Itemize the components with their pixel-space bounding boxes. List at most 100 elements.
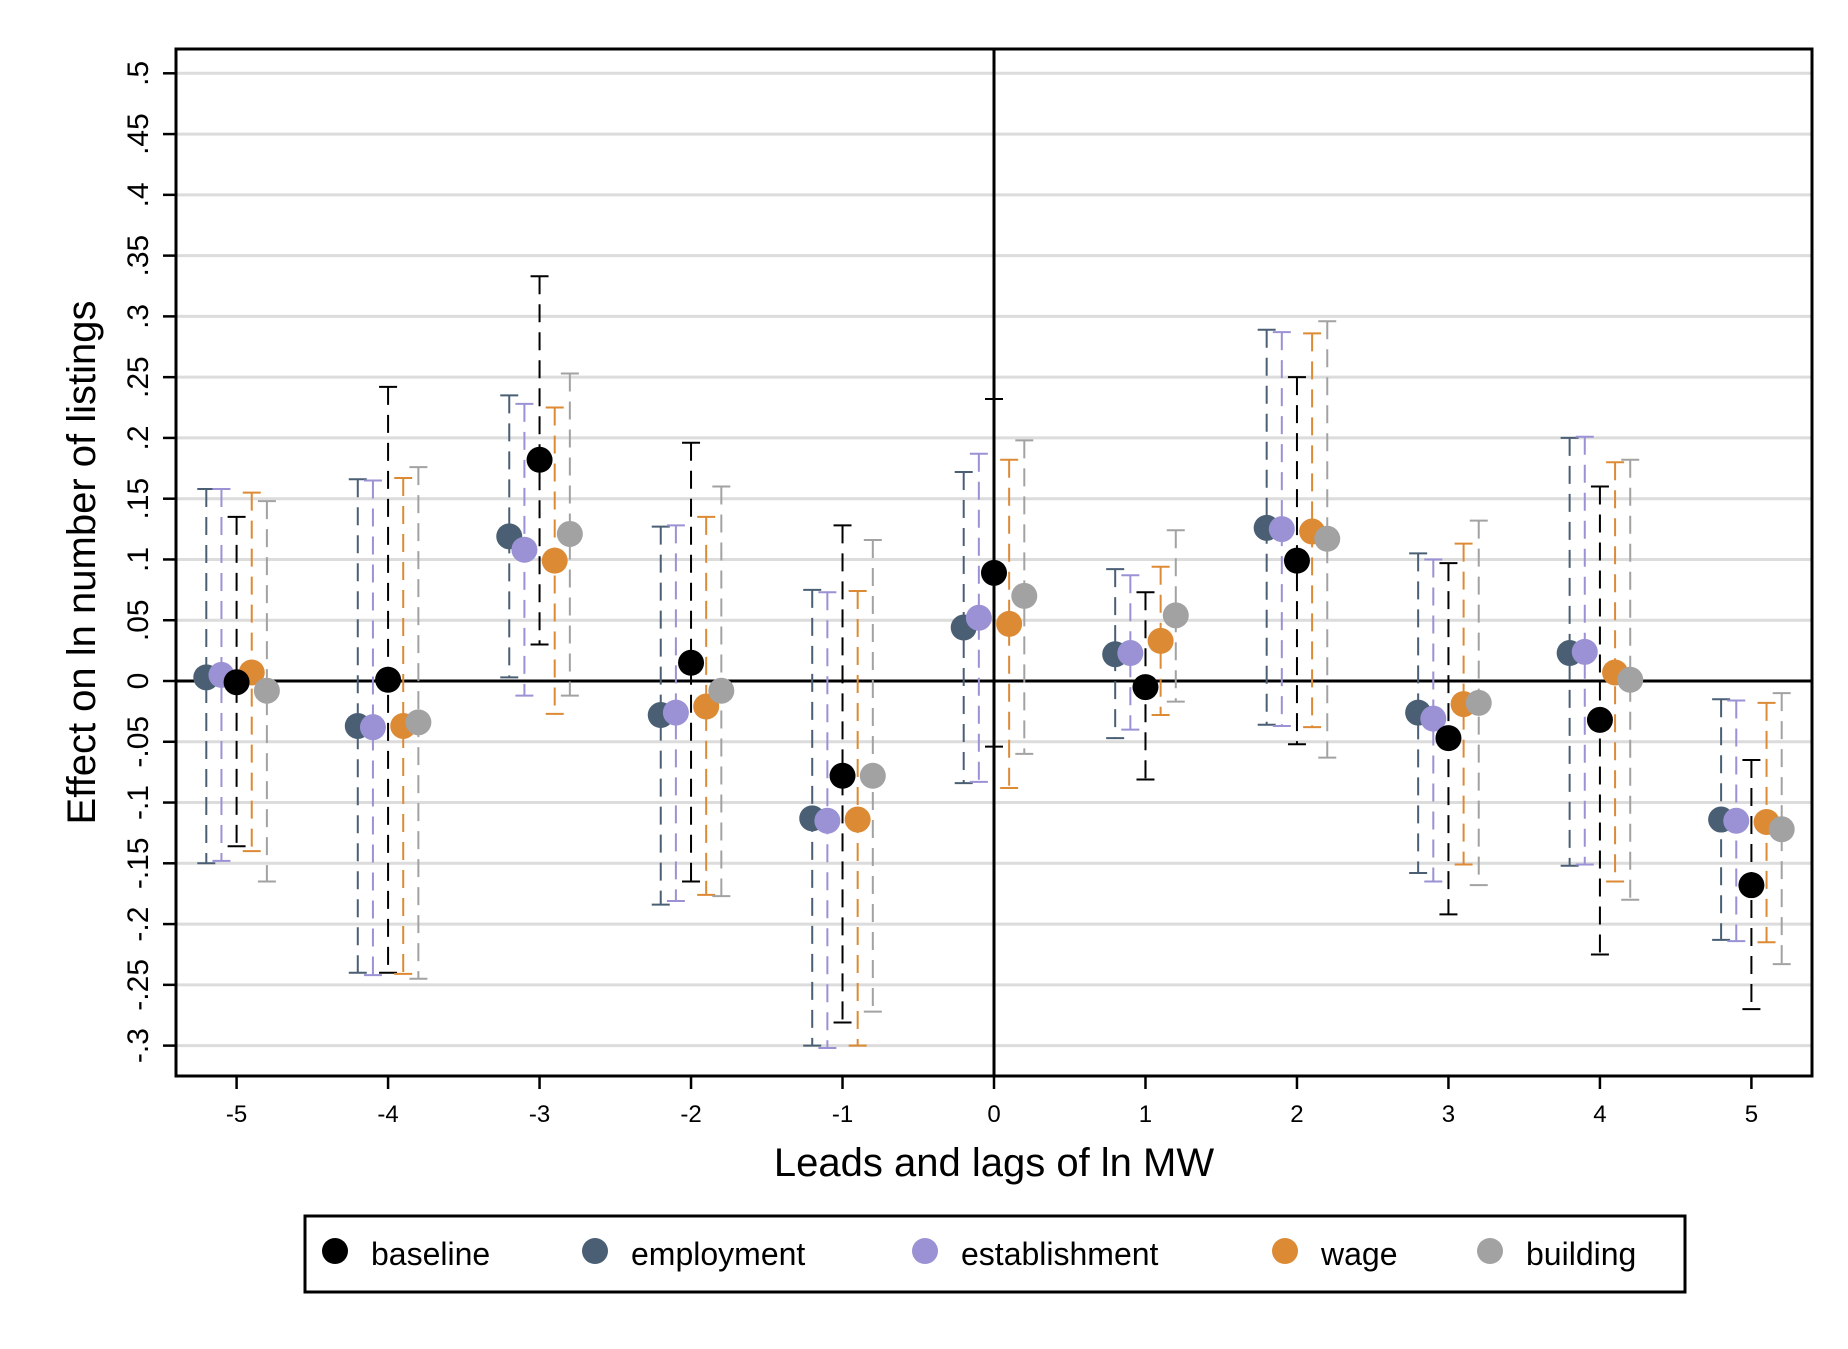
ci-wage <box>697 515 716 896</box>
point-establishment <box>1117 640 1144 667</box>
legend-marker <box>582 1238 608 1264</box>
point-baseline <box>1738 872 1765 899</box>
x-tick-label: 2 <box>1290 1101 1303 1128</box>
legend-marker <box>912 1238 938 1264</box>
y-tick-label: .5 <box>122 61 155 86</box>
ci-wage <box>394 477 413 975</box>
ci-building <box>257 500 276 883</box>
point-baseline <box>1435 725 1462 752</box>
point-building <box>253 677 280 704</box>
ci-wage <box>1000 458 1019 789</box>
point-establishment <box>1268 516 1295 543</box>
plot-frame <box>174 47 1814 1078</box>
point-establishment <box>359 714 386 741</box>
y-tick-label: -.05 <box>122 716 155 768</box>
ci-building <box>1772 692 1791 966</box>
point-building <box>1465 689 1492 716</box>
x-tick-label: 1 <box>1139 1101 1152 1128</box>
point-baseline <box>829 762 856 789</box>
point-establishment <box>1723 807 1750 834</box>
legend-item-building: building <box>1477 1236 1636 1272</box>
y-tick-label: .4 <box>122 182 155 207</box>
y-tick-label: .45 <box>122 113 155 155</box>
y-tick-label: 0 <box>122 673 155 690</box>
point-building <box>708 677 735 704</box>
y-tick-label: .15 <box>122 478 155 520</box>
point-baseline <box>1132 674 1159 701</box>
ci-establishment <box>666 524 685 902</box>
ci-baseline <box>227 515 246 848</box>
ci-establishment <box>1121 574 1140 731</box>
ci-employment <box>348 478 367 974</box>
ci-building <box>1318 320 1337 759</box>
x-tick-label: 3 <box>1442 1101 1455 1128</box>
point-baseline <box>1586 706 1613 733</box>
legend-box <box>303 1214 1687 1294</box>
point-establishment <box>965 604 992 631</box>
legend-marker <box>1272 1238 1298 1264</box>
ci-establishment <box>363 479 382 977</box>
ci-employment <box>1409 552 1428 875</box>
y-tick-label: -.25 <box>122 959 155 1011</box>
legend-marker <box>322 1238 348 1264</box>
point-building <box>556 520 583 547</box>
point-establishment <box>814 807 841 834</box>
ci-wage <box>1151 565 1170 717</box>
legend-item-baseline: baseline <box>322 1236 490 1272</box>
legend-label: wage <box>1320 1236 1398 1272</box>
y-tick-label: -.3 <box>122 1028 155 1063</box>
y-tick-label: -.1 <box>122 785 155 820</box>
point-baseline <box>375 666 402 693</box>
point-building <box>1314 525 1341 552</box>
point-baseline <box>981 559 1007 586</box>
point-building <box>405 709 432 736</box>
y-tick-label: -.15 <box>122 837 155 889</box>
y-tick-label: .2 <box>122 425 155 450</box>
point-wage <box>844 806 871 833</box>
point-baseline <box>1283 547 1310 574</box>
legend-label: employment <box>631 1236 805 1272</box>
point-building <box>1011 582 1038 609</box>
legend-label: baseline <box>371 1236 490 1272</box>
x-axis-label: Leads and lags of ln MW <box>774 1141 1214 1185</box>
x-tick-label: 5 <box>1745 1101 1758 1128</box>
x-tick-label: -2 <box>680 1101 701 1128</box>
point-establishment <box>1571 638 1598 665</box>
legend-marker <box>1477 1238 1503 1264</box>
ci-building <box>1621 458 1640 901</box>
point-building <box>1617 666 1644 693</box>
ci-wage <box>1454 542 1473 866</box>
point-establishment <box>662 699 689 726</box>
y-tick-label: .25 <box>122 356 155 398</box>
point-estimates <box>193 446 1795 899</box>
point-wage <box>541 547 568 574</box>
y-tick-label: -.2 <box>122 907 155 942</box>
y-axis-label: Effect on ln number of listings <box>60 301 104 825</box>
point-wage <box>996 610 1023 637</box>
x-tick-label: -1 <box>832 1101 853 1128</box>
ci-baseline <box>682 441 701 883</box>
legend: baseline employment establishment wage build… <box>303 1214 1687 1294</box>
ci-establishment <box>1424 558 1443 883</box>
y-tick-label: .35 <box>122 235 155 277</box>
point-baseline <box>526 446 553 473</box>
ci-building <box>560 372 579 697</box>
legend-label: establishment <box>961 1236 1159 1272</box>
ci-establishment <box>969 452 988 783</box>
ci-employment <box>651 525 670 906</box>
ci-employment <box>197 487 216 865</box>
point-building <box>859 762 886 789</box>
y-tick-label: .3 <box>122 304 155 329</box>
point-establishment <box>1420 705 1447 732</box>
point-establishment <box>511 536 538 563</box>
legend-item-establishment: establishment <box>912 1236 1159 1272</box>
x-tick-label: 0 <box>987 1101 1000 1128</box>
point-wage <box>1147 627 1174 654</box>
y-tick-label: .1 <box>122 547 155 572</box>
axes: -.3 -.25 -.2 -.15 -.1 -.05 0 .05 .1 .15 .2 .25 .3 .35… <box>122 47 1814 1128</box>
x-tick-label: -4 <box>377 1101 398 1128</box>
x-tick-label: -3 <box>529 1101 550 1128</box>
ci-baseline <box>833 524 852 1024</box>
